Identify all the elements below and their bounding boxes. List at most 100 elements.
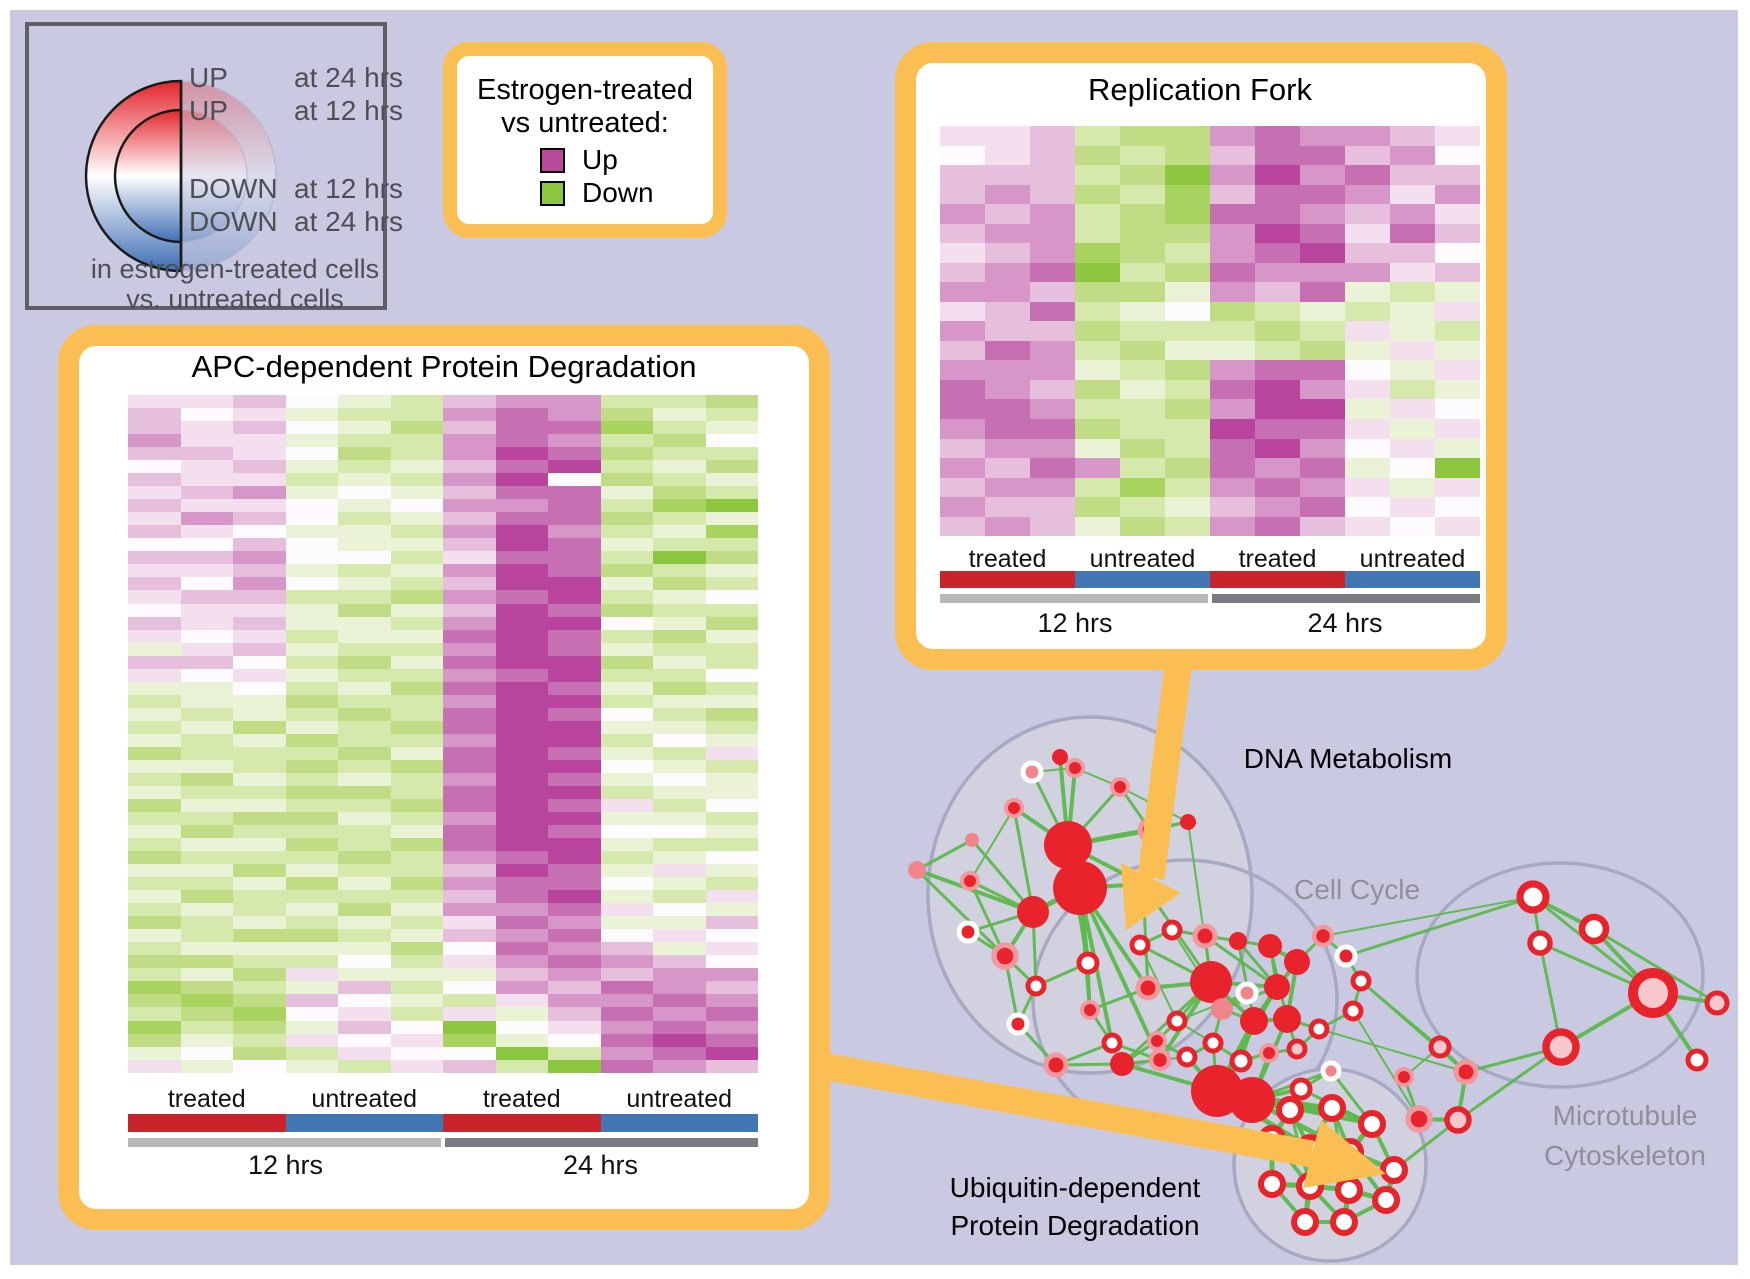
heatmap-cell xyxy=(338,968,391,982)
up-swatch xyxy=(540,148,565,173)
heatmap-cell xyxy=(338,733,391,747)
heatmap-cell xyxy=(128,825,181,839)
heatmap-cell xyxy=(600,460,653,474)
heatmap-cell xyxy=(705,812,758,826)
heatmap-cell xyxy=(1390,126,1435,146)
heatmap-cell xyxy=(1030,223,1075,244)
heatmap-cell xyxy=(1030,321,1075,341)
heatmap-cell xyxy=(233,681,286,695)
heatmap-cell xyxy=(1120,223,1165,244)
heatmap-cell xyxy=(180,564,233,578)
heatmap-cell xyxy=(495,877,548,891)
heatmap-cell xyxy=(1120,282,1165,302)
network-node xyxy=(1006,1012,1030,1036)
heatmap-cell xyxy=(495,395,548,409)
apc-panel-title: APC-dependent Protein Degradation xyxy=(191,349,697,384)
heatmap-cell xyxy=(548,590,601,604)
treatment-bar-segment xyxy=(285,1114,443,1132)
heatmap-row xyxy=(128,1007,758,1021)
heatmap-cell xyxy=(1075,165,1120,185)
heatmap-cell xyxy=(285,707,338,721)
heatmap-cell xyxy=(1345,165,1390,185)
heatmap-cell xyxy=(600,916,653,930)
heatmap-row xyxy=(128,577,758,591)
heatmap-cell xyxy=(233,838,286,852)
heatmap-cell xyxy=(705,707,758,721)
heatmap-cell xyxy=(443,1059,496,1073)
heatmap-cell xyxy=(180,538,233,552)
heatmap-cell xyxy=(600,707,653,721)
heatmap-cell xyxy=(180,707,233,721)
heatmap-cell xyxy=(1390,497,1435,517)
heatmap-cell xyxy=(285,772,338,786)
heatmap-cell xyxy=(443,733,496,747)
heatmap-cell xyxy=(338,655,391,669)
network-node xyxy=(1192,923,1218,949)
heatmap-cell xyxy=(1075,360,1120,380)
heatmap-cell xyxy=(600,994,653,1008)
heatmap-cell xyxy=(1345,477,1390,498)
heatmap-cell xyxy=(600,694,653,708)
network-node xyxy=(1258,934,1282,958)
heatmap-cell xyxy=(705,538,758,552)
heatmap-cell xyxy=(1120,184,1165,205)
heatmap-cell xyxy=(233,759,286,773)
heatmap-cell xyxy=(1030,282,1075,302)
cluster-label-microtubule-line1: Microtubule xyxy=(1552,1100,1698,1131)
heatmap-cell xyxy=(1030,204,1075,224)
heatmap-row xyxy=(128,864,758,878)
heatmap-cell xyxy=(1435,438,1480,459)
heatmap-cell xyxy=(338,551,391,565)
heatmap-cell xyxy=(940,145,985,166)
heatmap-row xyxy=(940,282,1480,302)
heatmap-cell xyxy=(705,408,758,422)
heatmap-cell xyxy=(1210,438,1255,459)
heatmap-cell xyxy=(128,499,181,513)
inner-circle-right-half xyxy=(180,109,248,243)
heatmap-cell xyxy=(338,1020,391,1034)
heatmap-cell xyxy=(600,538,653,552)
heatmap-cell xyxy=(940,340,985,361)
heatmap-cell xyxy=(705,1020,758,1034)
heatmap-cell xyxy=(705,864,758,878)
heatmap-cell xyxy=(1300,223,1345,244)
heatmap-cell xyxy=(180,603,233,617)
heatmap-cell xyxy=(548,916,601,930)
heatmap-cell xyxy=(390,929,443,943)
heatmap-cell xyxy=(600,733,653,747)
heatmap-cell xyxy=(940,243,985,263)
heatmap-cell xyxy=(495,890,548,904)
heatmap-cell xyxy=(443,434,496,448)
heatmap-cell xyxy=(128,681,181,695)
heatmap-cell xyxy=(495,772,548,786)
heatmap-cell xyxy=(548,838,601,852)
heatmap-cell xyxy=(285,512,338,526)
treatment-group-label: untreated xyxy=(1089,545,1196,573)
heatmap-cell xyxy=(390,942,443,956)
heatmap-row xyxy=(128,681,758,695)
heatmap-cell xyxy=(338,395,391,409)
heatmap-cell xyxy=(390,590,443,604)
legend-up-12-word: UP xyxy=(189,95,228,126)
heatmap-cell xyxy=(128,851,181,865)
heatmap-cell xyxy=(128,733,181,747)
network-node xyxy=(1371,1185,1401,1215)
heatmap-cell xyxy=(600,968,653,982)
heatmap-cell xyxy=(600,890,653,904)
heatmap-cell xyxy=(600,759,653,773)
treatment-bar-segment xyxy=(128,1114,286,1132)
heatmap-cell xyxy=(653,825,706,839)
heatmap-cell xyxy=(180,551,233,565)
network-edge xyxy=(916,838,973,872)
heatmap-cell xyxy=(338,616,391,630)
heatmap-cell xyxy=(1255,399,1300,419)
heatmap-cell xyxy=(128,1007,181,1021)
heatmap-cell xyxy=(600,642,653,656)
heatmap-cell xyxy=(495,512,548,526)
heatmap-cell xyxy=(1165,360,1210,380)
heatmap-cell xyxy=(600,772,653,786)
heatmap-cell xyxy=(390,408,443,422)
heatmap-cell xyxy=(443,759,496,773)
heatmap-cell xyxy=(285,499,338,513)
